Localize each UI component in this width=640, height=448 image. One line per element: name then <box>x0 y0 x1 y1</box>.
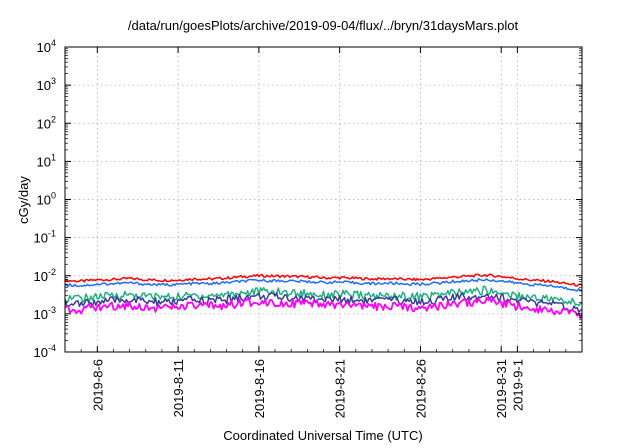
series-line <box>64 296 583 320</box>
y-tick-label: 102 <box>37 114 56 131</box>
x-axis-label: Coordinated Universal Time (UTC) <box>223 428 422 443</box>
x-axis: 2019-8-6 2019-8-11 2019-8-16 2019-8-21 2019-… <box>64 47 583 418</box>
x-tick-label: 2019-8-31 <box>494 359 509 418</box>
y-tick-label: 10-1 <box>34 229 56 246</box>
series-line <box>64 273 583 287</box>
x-tick-label: 2019-8-11 <box>171 359 186 417</box>
x-tick-label: 2019-8-26 <box>413 359 428 418</box>
x-tick-label: 2019-8-6 <box>90 359 105 411</box>
series-line <box>64 292 583 314</box>
y-tick-label: 103 <box>37 76 56 93</box>
series-layer <box>64 273 583 320</box>
chart-title: /data/run/goesPlots/archive/2019-09-04/f… <box>128 18 519 33</box>
y-tick-label: 10-2 <box>34 267 56 284</box>
series-line <box>64 285 583 307</box>
y-tick-label: 10-3 <box>34 305 56 322</box>
x-tick-label: 2019-8-21 <box>333 359 348 418</box>
y-tick-label: 101 <box>37 152 56 169</box>
y-axis-label: cGy/day <box>16 176 31 224</box>
x-tick-label: 2019-8-16 <box>252 359 267 418</box>
y-tick-label: 10-4 <box>34 343 56 360</box>
grid <box>65 47 582 352</box>
y-tick-label: 104 <box>37 38 56 55</box>
y-tick-label: 100 <box>37 191 56 208</box>
y-axis: 10-4 10-3 10-2 10-1 100 101 102 103 104 <box>34 38 582 360</box>
x-tick-label: 2019-9-1 <box>510 359 525 411</box>
series-line <box>64 278 583 292</box>
